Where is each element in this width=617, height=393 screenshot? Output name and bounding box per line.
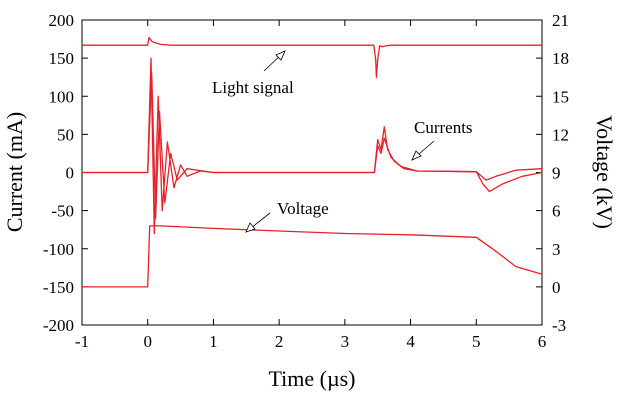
left-tick-label: 100 <box>49 87 75 106</box>
annotation-currents-arrowhead <box>411 150 422 161</box>
left-axis-title: Current (mA) <box>2 112 27 232</box>
right-tick-label: 9 <box>552 164 561 183</box>
x-axis-title: Time (µs) <box>268 366 355 391</box>
left-tick-label: -150 <box>43 278 74 297</box>
right-tick-label: 18 <box>552 49 569 68</box>
x-tick-label: 2 <box>275 332 284 351</box>
right-tick-label: 0 <box>552 278 561 297</box>
left-tick-label: -200 <box>43 316 74 335</box>
x-tick-label: 0 <box>143 332 152 351</box>
left-tick-label: 150 <box>49 49 75 68</box>
x-tick-label: 6 <box>538 332 547 351</box>
series-line-0 <box>82 36 542 78</box>
left-tick-label: 0 <box>66 164 75 183</box>
x-tick-label: 3 <box>341 332 350 351</box>
x-tick-label: 1 <box>209 332 218 351</box>
series <box>82 36 543 288</box>
x-tick-label: 5 <box>472 332 481 351</box>
x-tick-label: -1 <box>75 332 89 351</box>
tick-labels: -1 0 1 2 3 4 5 6-200-150-100-50050100150200-303… <box>43 11 569 351</box>
right-tick-label: 12 <box>552 125 569 144</box>
annotation-voltage-arrowhead <box>245 222 256 233</box>
series-line-3 <box>82 225 543 288</box>
annotation-currents: Currents <box>411 118 473 161</box>
annotation-currents-text: Currents <box>414 118 473 137</box>
right-tick-label: 15 <box>552 87 569 106</box>
right-tick-label: -3 <box>552 316 566 335</box>
left-tick-label: -50 <box>51 202 74 221</box>
annotation-voltage: Voltage <box>245 199 329 233</box>
right-axis-title: Voltage (kV) <box>592 115 617 229</box>
annotation-light-signal: Light signal <box>212 50 294 97</box>
right-tick-label: 21 <box>552 11 569 30</box>
annotation-voltage-text: Voltage <box>277 199 329 218</box>
ticks <box>81 19 543 326</box>
series-line-2 <box>82 72 543 219</box>
right-tick-label: 3 <box>552 240 561 259</box>
right-tick-label: 6 <box>552 202 561 221</box>
x-tick-label: 4 <box>406 332 415 351</box>
left-tick-label: 50 <box>57 125 74 144</box>
left-tick-label: -100 <box>43 240 74 259</box>
left-tick-label: 200 <box>49 11 75 30</box>
annotation-light-signal-text: Light signal <box>212 78 294 97</box>
annotation-light-signal-arrowhead <box>275 50 286 61</box>
